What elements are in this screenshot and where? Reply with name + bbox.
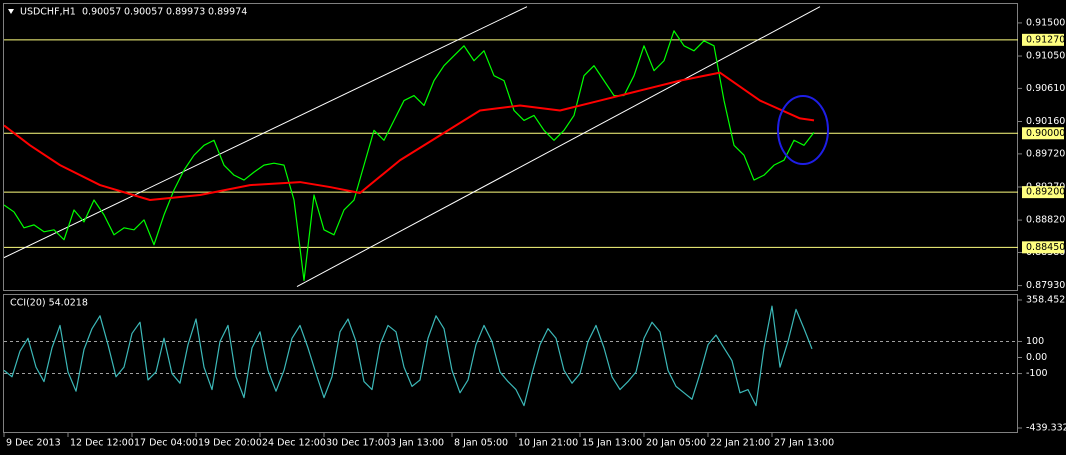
indicator-title: CCI(20) 54.0218 <box>10 298 88 309</box>
ohlc: 0.90057 <box>82 7 121 18</box>
x-tick-label: 27 Jan 13:00 <box>774 438 834 449</box>
cci-panel <box>3 294 1018 433</box>
y-tick-label: 358.4522 <box>1026 295 1066 306</box>
series-line <box>3 71 815 202</box>
x-tick-label: 10 Jan 21:00 <box>518 438 578 449</box>
series-line <box>3 305 813 407</box>
x-tick-label: 19 Dec 20:00 <box>198 438 262 449</box>
highlight-circle <box>777 95 829 165</box>
ohlc: 0.89973 <box>166 7 205 18</box>
x-tick-label: 17 Dec 04:00 <box>134 438 198 449</box>
price-panel <box>3 3 1018 291</box>
x-tick-label: 24 Dec 12:00 <box>262 438 326 449</box>
y-tick-label: 0.91500 <box>1026 17 1065 28</box>
y-tick-label: 0.88820 <box>1026 215 1065 226</box>
y-tick-label: 100 <box>1026 336 1044 347</box>
y-tick-label: 0.91050 <box>1026 51 1065 62</box>
x-tick-label: 15 Jan 13:00 <box>582 438 642 449</box>
series-line <box>3 30 815 282</box>
ohlc: 0.90057 <box>124 7 163 18</box>
x-tick-label: 3 Jan 13:00 <box>390 438 444 449</box>
level-label-box <box>1022 127 1064 140</box>
y-tick-label: 0.90160 <box>1026 116 1065 127</box>
menu-arrow[interactable] <box>8 9 14 14</box>
level-label: 0.89200 <box>1026 187 1065 198</box>
x-tick-label: 9 Dec 2013 <box>6 438 61 449</box>
level-label-box <box>1022 241 1064 254</box>
x-tick-label: 12 Dec 12:00 <box>70 438 134 449</box>
symbol: USDCHF,H1 <box>20 7 76 18</box>
x-tick-label: 8 Jan 05:00 <box>454 438 508 449</box>
x-tick-label: 30 Dec 17:00 <box>326 438 390 449</box>
y-tick-label: 0.89720 <box>1026 148 1065 159</box>
ohlc: 0.89974 <box>208 7 247 18</box>
level-label: 0.90000 <box>1026 128 1065 139</box>
y-tick-label: 0.90610 <box>1026 83 1065 94</box>
y-tick-label: -100 <box>1026 368 1048 379</box>
level-label: 0.88450 <box>1026 242 1065 253</box>
level-label: 0.91270 <box>1026 34 1065 45</box>
x-tick-label: 20 Jan 05:00 <box>646 438 706 449</box>
y-tick-label: 0.00 <box>1026 352 1047 363</box>
y-tick-label: -439.3325 <box>1026 423 1066 434</box>
trendline <box>296 6 821 287</box>
x-tick-label: 22 Jan 21:00 <box>710 438 770 449</box>
trendline <box>3 6 528 259</box>
y-tick-label: 0.87930 <box>1026 280 1065 291</box>
level-label-box <box>1022 33 1064 46</box>
level-label-box <box>1022 186 1064 199</box>
